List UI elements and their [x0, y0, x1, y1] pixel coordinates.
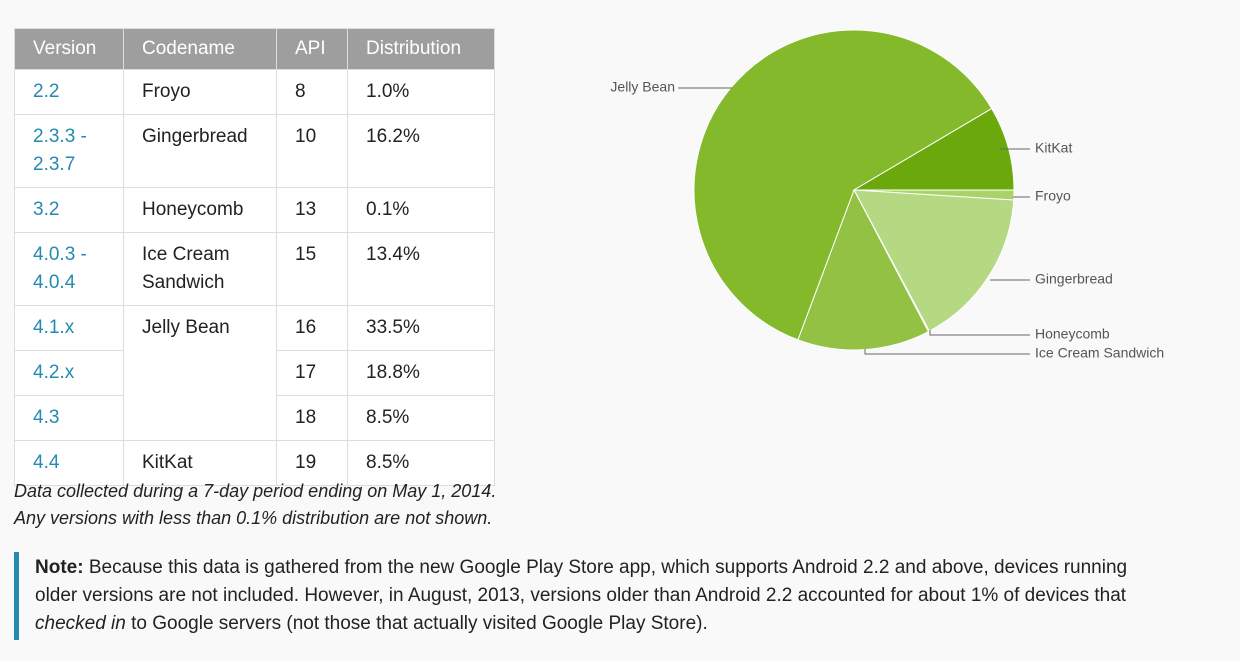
note: Note: Because this data is gathered from…	[14, 552, 1145, 640]
leader-line	[864, 349, 1030, 355]
api-level: 15	[276, 232, 348, 306]
api-level: 10	[276, 114, 348, 188]
distribution: 33.5%	[347, 305, 495, 351]
api-level: 8	[276, 69, 348, 115]
header-row: Version Codename API Distribution	[14, 28, 495, 70]
pie-slice	[797, 188, 930, 351]
api-level: 17	[276, 350, 348, 396]
slice-label: Froyo	[1035, 188, 1071, 204]
column-header: Version	[14, 28, 124, 70]
caption: Data collected during a 7-day period end…	[14, 478, 496, 532]
distribution: 1.0%	[347, 69, 495, 115]
api-level: 16	[276, 305, 348, 351]
version-link[interactable]: 4.4	[14, 440, 124, 486]
distribution: 13.4%	[347, 232, 495, 306]
slice-label: Honeycomb	[1035, 326, 1110, 342]
table-row: 4.4 KitKat 19 8.5%	[14, 440, 495, 486]
note-emphasis: checked in	[35, 613, 126, 634]
leader-line	[929, 330, 1030, 336]
table-row: 4.3 18 8.5%	[14, 395, 495, 441]
table-body: 2.2 Froyo 8 1.0% 2.3.3 - 2.3.7 Gingerbread 10 1…	[14, 69, 495, 486]
note-text: Because this data is gathered from the n…	[35, 557, 1128, 606]
column-header: API	[276, 28, 348, 70]
version-link[interactable]: 2.3.3 - 2.3.7	[14, 114, 124, 188]
version-table: Version Codename API Distribution 2.2 Froyo 8 1…	[14, 28, 495, 486]
table-row: 4.2.x 17 18.8%	[14, 350, 495, 396]
version-link[interactable]: 2.2	[14, 69, 124, 115]
api-level: 18	[276, 395, 348, 441]
table-row: 4.0.3 - 4.0.4 Ice Cream Sandwich 15 13.4%	[14, 232, 495, 306]
pie-slice	[693, 29, 993, 341]
caption-line: Any versions with less than 0.1% distrib…	[14, 508, 493, 528]
codename: Froyo	[123, 69, 277, 115]
slice-label: Gingerbread	[1035, 271, 1113, 287]
distribution: 0.1%	[347, 187, 495, 233]
note-text: to Google servers (not those that actual…	[131, 613, 708, 634]
slice-label: KitKat	[1035, 140, 1072, 156]
distribution: 8.5%	[347, 395, 495, 441]
version-link[interactable]: 4.3	[14, 395, 124, 441]
caption-line: Data collected during a 7-day period end…	[14, 481, 497, 501]
table-row: 2.2 Froyo 8 1.0%	[14, 69, 495, 115]
codename: KitKat	[123, 440, 277, 486]
table-row: 2.3.3 - 2.3.7 Gingerbread 10 16.2%	[14, 114, 495, 188]
slice-label: Ice Cream Sandwich	[1035, 345, 1164, 361]
codename: Jelly Bean	[123, 305, 277, 441]
slice-label: Jelly Bean	[610, 79, 675, 95]
note-label: Note:	[35, 557, 84, 578]
version-link[interactable]: 4.2.x	[14, 350, 124, 396]
column-header: Codename	[123, 28, 277, 70]
codename: Ice Cream Sandwich	[123, 232, 277, 306]
table-row: 3.2 Honeycomb 13 0.1%	[14, 187, 495, 233]
api-level: 13	[276, 187, 348, 233]
version-link[interactable]: 4.1.x	[14, 305, 124, 351]
pie-slice	[853, 189, 1015, 332]
api-level: 19	[276, 440, 348, 486]
version-link[interactable]: 3.2	[14, 187, 124, 233]
codename: Honeycomb	[123, 187, 277, 233]
pie-slice	[852, 107, 1015, 191]
pie-chart: Froyo Gingerbread Honeycomb Ice Cream Sandw…	[610, 29, 1164, 361]
distribution: 8.5%	[347, 440, 495, 486]
distribution: 16.2%	[347, 114, 495, 188]
table-row: 4.1.x Jelly Bean 16 33.5%	[14, 305, 495, 441]
codename: Gingerbread	[123, 114, 277, 188]
distribution: 18.8%	[347, 350, 495, 396]
version-link[interactable]: 4.0.3 - 4.0.4	[14, 232, 124, 306]
column-header: Distribution	[347, 28, 495, 70]
